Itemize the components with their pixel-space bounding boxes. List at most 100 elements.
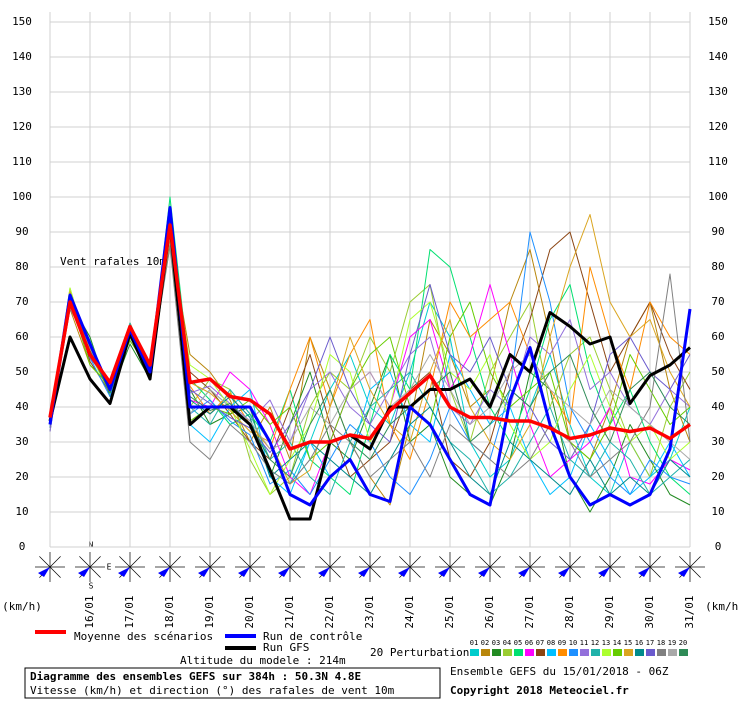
direction-wedge — [198, 567, 210, 577]
x-tick-label: 21/01 — [283, 595, 296, 628]
direction-wedge — [438, 567, 450, 577]
y-tick-label: 80 — [15, 260, 28, 273]
direction-wedge — [38, 567, 50, 577]
direction-wedge — [598, 567, 610, 577]
x-tick-label: 23/01 — [363, 595, 376, 628]
x-tick-label: 16/01 — [83, 595, 96, 628]
legend-label: 12 — [591, 639, 599, 647]
legend-label: 13 — [602, 639, 610, 647]
y-tick-label: 150 — [708, 15, 728, 28]
y-tick-label: 140 — [708, 50, 728, 63]
direction-ray — [489, 566, 501, 578]
legend-swatch — [547, 649, 556, 656]
direction-wedge — [398, 567, 410, 577]
direction-ray — [649, 556, 661, 568]
y-tick-label: 0 — [715, 540, 722, 553]
direction-ray — [329, 556, 341, 568]
y-tick-label: 140 — [12, 50, 32, 63]
legend-swatch — [558, 649, 567, 656]
direction-wedge — [558, 567, 570, 577]
x-tick-label: 18/01 — [163, 595, 176, 628]
direction-ray — [279, 556, 291, 568]
direction-ray — [329, 566, 341, 578]
legend-label: Run GFS — [263, 641, 309, 654]
direction-ray — [649, 566, 661, 578]
legend-label: 19 — [668, 639, 676, 647]
compass-label: E — [107, 563, 112, 572]
direction-ray — [399, 556, 411, 568]
legend-swatch — [668, 649, 677, 656]
direction-ray — [199, 556, 211, 568]
legend-label: 06 — [525, 639, 533, 647]
x-tick-label: 17/01 — [123, 595, 136, 628]
legend-label: 04 — [503, 639, 511, 647]
direction-ray — [449, 566, 461, 578]
direction-ray — [249, 566, 261, 578]
legend-label: 05 — [514, 639, 522, 647]
direction-ray — [159, 556, 171, 568]
legend-label: Moyenne des scénarios — [74, 630, 213, 643]
legend-label: 16 — [635, 639, 643, 647]
direction-ray — [409, 566, 421, 578]
altitude: Altitude du modele : 214m — [180, 654, 346, 667]
direction-ray — [169, 556, 181, 568]
direction-ray — [289, 556, 301, 568]
direction-ray — [79, 556, 91, 568]
legend-swatch — [602, 649, 611, 656]
y-tick-label: 70 — [711, 295, 724, 308]
direction-ray — [609, 566, 621, 578]
direction-ray — [639, 556, 651, 568]
y-unit: (km/h) — [2, 600, 42, 613]
legend-swatch — [657, 649, 666, 656]
legend-label: 08 — [547, 639, 555, 647]
legend-swatch — [613, 649, 622, 656]
x-tick-label: 30/01 — [643, 595, 656, 628]
direction-ray — [39, 556, 51, 568]
legend-swatch — [514, 649, 523, 656]
direction-ray — [49, 556, 61, 568]
direction-ray — [369, 566, 381, 578]
legend-label: 17 — [646, 639, 654, 647]
legend-label: 18 — [657, 639, 665, 647]
y-tick-label: 20 — [15, 470, 28, 483]
direction-wedge — [238, 567, 250, 577]
y-tick-label: 90 — [15, 225, 28, 238]
direction-ray — [249, 556, 261, 568]
legend-label: 01 — [470, 639, 478, 647]
y-tick-label: 130 — [708, 85, 728, 98]
legend-swatch — [679, 649, 688, 656]
direction-wedge — [638, 567, 650, 577]
y-tick-label: 50 — [15, 365, 28, 378]
legend-swatch — [536, 649, 545, 656]
direction-ray — [529, 556, 541, 568]
y-tick-label: 130 — [12, 85, 32, 98]
direction-ray — [129, 566, 141, 578]
direction-ray — [409, 556, 421, 568]
y-tick-label: 50 — [711, 365, 724, 378]
direction-ray — [439, 556, 451, 568]
legend-label: 20 Perturbations — [370, 646, 476, 659]
legend-label: Run de contrôle — [263, 630, 362, 643]
legend-label: 03 — [492, 639, 500, 647]
y-tick-label: 0 — [19, 540, 26, 553]
x-tick-label: 31/01 — [683, 595, 696, 628]
y-tick-label: 30 — [15, 435, 28, 448]
direction-ray — [209, 566, 221, 578]
direction-ray — [319, 556, 331, 568]
direction-ray — [359, 556, 371, 568]
y-tick-label: 10 — [15, 505, 28, 518]
x-tick-label: 28/01 — [563, 595, 576, 628]
direction-wedge — [118, 567, 130, 577]
legend-label: 15 — [624, 639, 632, 647]
y-tick-label: 40 — [15, 400, 28, 413]
y-tick-label: 110 — [708, 155, 728, 168]
x-tick-label: 20/01 — [243, 595, 256, 628]
x-tick-label: 25/01 — [443, 595, 456, 628]
y-tick-label: 60 — [15, 330, 28, 343]
direction-ray — [89, 556, 101, 568]
direction-ray — [449, 556, 461, 568]
direction-ray — [49, 566, 61, 578]
y-tick-label: 150 — [12, 15, 32, 28]
y-tick-label: 120 — [12, 120, 32, 133]
x-tick-label: 29/01 — [603, 595, 616, 628]
